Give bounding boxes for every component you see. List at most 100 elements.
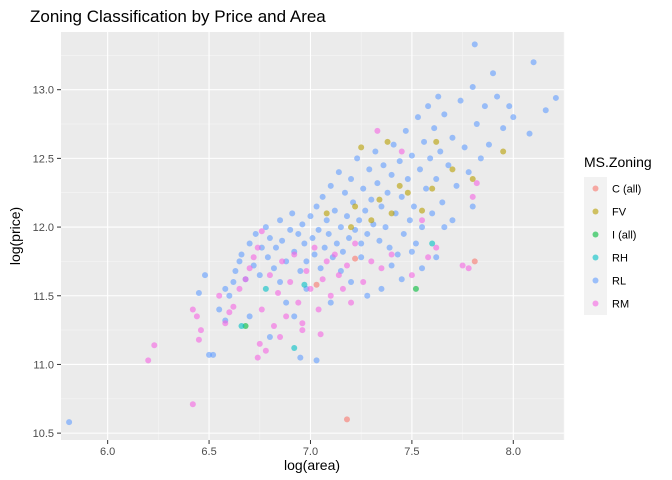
data-point	[327, 292, 334, 299]
data-point	[453, 182, 460, 189]
data-point	[348, 175, 355, 182]
y-tick-label: 11.0	[33, 359, 54, 371]
data-point	[299, 320, 306, 327]
data-points	[66, 41, 559, 426]
data-point	[378, 265, 385, 272]
data-point	[222, 320, 229, 327]
data-point	[275, 290, 282, 297]
data-point	[433, 138, 440, 145]
data-point	[266, 235, 273, 242]
data-point	[449, 217, 456, 224]
data-point	[473, 180, 480, 187]
data-point	[471, 41, 478, 48]
data-point	[335, 272, 342, 279]
data-point	[246, 313, 253, 320]
data-point	[333, 240, 340, 247]
data-point	[412, 240, 419, 247]
y-axis-title: log(price)	[7, 207, 23, 265]
data-point	[277, 333, 284, 340]
data-point	[341, 189, 348, 196]
data-point	[445, 162, 452, 169]
data-point	[542, 107, 549, 114]
data-point	[469, 175, 476, 182]
data-point	[272, 244, 279, 251]
data-point	[398, 193, 405, 200]
y-tick-label: 12.0	[33, 222, 54, 234]
data-point	[402, 127, 409, 134]
data-point	[236, 285, 243, 292]
data-point	[429, 240, 436, 247]
data-point	[506, 103, 513, 110]
data-point	[437, 148, 444, 155]
legend-label: I (all)	[612, 230, 636, 242]
data-point	[258, 228, 265, 235]
data-point	[416, 166, 423, 173]
legend-title: MS.Zoning	[584, 154, 652, 170]
data-point	[230, 303, 237, 310]
data-point	[238, 251, 245, 258]
data-point	[331, 207, 338, 214]
data-point	[230, 279, 237, 286]
data-point	[307, 213, 314, 220]
data-point	[279, 258, 286, 265]
data-point	[266, 333, 273, 340]
axis-ticks: 6.0 6.5 7.0 7.5 8.0 10.5 11.0 11.5 12.0 12.5 13.0	[33, 85, 521, 458]
data-point	[287, 226, 294, 233]
data-point	[552, 94, 559, 101]
data-point	[346, 235, 353, 242]
data-point	[283, 299, 290, 306]
data-point	[301, 240, 308, 247]
grid-lines	[61, 32, 565, 440]
data-point	[327, 182, 334, 189]
data-point	[266, 272, 273, 279]
data-point	[319, 193, 326, 200]
data-point	[530, 59, 537, 66]
data-point	[378, 203, 385, 210]
data-point	[494, 93, 501, 100]
data-point	[202, 272, 209, 279]
data-point	[197, 327, 204, 334]
data-point	[431, 125, 438, 132]
data-point	[449, 166, 456, 173]
legend-label: C (all)	[612, 184, 641, 196]
data-point	[264, 254, 271, 261]
data-point	[441, 111, 448, 118]
data-point	[469, 83, 476, 90]
data-point	[339, 248, 346, 255]
legend-swatch	[592, 277, 599, 284]
data-point	[388, 210, 395, 217]
data-point	[216, 306, 223, 313]
data-point	[490, 70, 497, 77]
data-point	[378, 285, 385, 292]
data-point	[295, 230, 302, 237]
data-point	[396, 182, 403, 189]
data-point	[358, 240, 365, 247]
data-point	[352, 240, 359, 247]
data-point	[348, 224, 355, 231]
data-point	[352, 255, 359, 262]
data-point	[337, 224, 344, 231]
data-point	[250, 254, 257, 261]
chart-title: Zoning Classification by Price and Area	[30, 7, 326, 26]
data-point	[319, 276, 326, 283]
data-point	[358, 144, 365, 151]
x-tick-label: 6.5	[201, 446, 216, 458]
data-point	[372, 148, 379, 155]
data-point	[232, 268, 239, 275]
legend-label: RH	[612, 253, 628, 265]
data-point	[313, 281, 320, 288]
data-point	[331, 251, 338, 258]
data-point	[189, 306, 196, 313]
data-point	[311, 244, 318, 251]
data-point	[303, 268, 310, 275]
data-point	[313, 203, 320, 210]
data-point	[449, 134, 456, 141]
data-point	[291, 344, 298, 351]
data-point	[317, 265, 324, 272]
y-tick-label: 11.5	[33, 291, 54, 303]
legend-swatch	[592, 231, 599, 238]
data-point	[323, 258, 330, 265]
data-point	[307, 285, 314, 292]
data-point	[412, 285, 419, 292]
data-point	[195, 336, 202, 343]
